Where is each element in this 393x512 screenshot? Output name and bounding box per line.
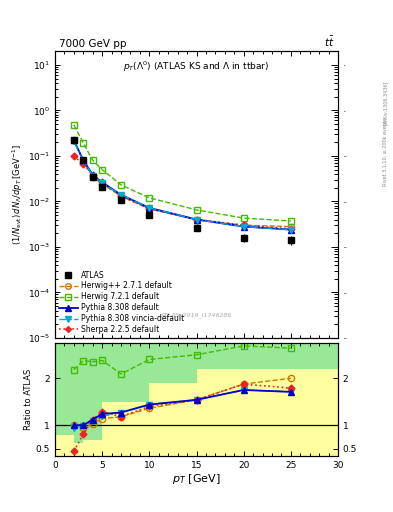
X-axis label: $p_T$ [GeV]: $p_T$ [GeV] (172, 472, 221, 486)
Bar (102, 402, 149, 456)
Bar (83, 440, 102, 456)
Y-axis label: Ratio to ATLAS: Ratio to ATLAS (24, 369, 33, 430)
Bar (55, 343, 338, 456)
Bar (196, 369, 338, 456)
Bar (149, 383, 196, 456)
Bar (55, 436, 74, 456)
Y-axis label: $(1/N_{\rm evt})\,dN_{\Lambda}/dp_{T}\,[\rm GeV^{-1}]$: $(1/N_{\rm evt})\,dN_{\Lambda}/dp_{T}\,[… (11, 144, 25, 245)
Bar (74, 443, 83, 456)
Text: [arXiv:1306.3436]: [arXiv:1306.3436] (383, 80, 387, 125)
Text: ATLAS_2019_I1746286: ATLAS_2019_I1746286 (161, 312, 232, 318)
Text: $p_T(\Lambda^0)$ (ATLAS KS and $\Lambda$ in ttbar): $p_T(\Lambda^0)$ (ATLAS KS and $\Lambda$… (123, 60, 270, 74)
Text: 7000 GeV pp: 7000 GeV pp (59, 38, 127, 49)
Text: $t\bar{t}$: $t\bar{t}$ (323, 34, 334, 49)
Text: Rivet 3.1.10, ≥ 200k events: Rivet 3.1.10, ≥ 200k events (383, 117, 387, 186)
Legend: ATLAS, Herwig++ 2.7.1 default, Herwig 7.2.1 default, Pythia 8.308 default, Pythi: ATLAS, Herwig++ 2.7.1 default, Herwig 7.… (57, 269, 186, 336)
